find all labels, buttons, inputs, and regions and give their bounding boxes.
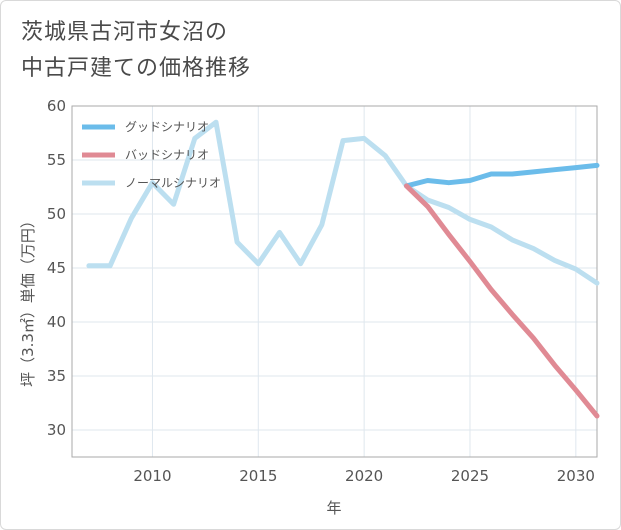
x-tick-label: 2030 [557,467,595,485]
y-tick-label: 45 [47,259,66,277]
x-axis-ticks: 2010 2015 2020 2025 2030 [133,467,595,485]
legend-label[interactable]: ノーマルシナリオ [125,176,221,190]
x-tick-label: 2025 [451,467,489,485]
series-line [404,162,600,189]
y-axis-title: 坪（3.3㎡）単価（万円） [19,213,37,387]
y-axis-ticks: 30 35 40 45 50 55 60 [47,97,66,439]
series-line [86,119,600,286]
y-tick-label: 30 [47,421,66,439]
y-tick-label: 35 [47,367,66,385]
x-axis-title: 年 [326,499,341,517]
chart-title-line-2: 中古戸建ての価格推移 [21,56,252,81]
y-tick-label: 50 [47,205,66,223]
series-line [404,183,600,419]
chart-title: 茨城県古河市女沼の 中古戸建ての価格推移 [21,15,251,87]
legend-label[interactable]: グッドシナリオ [125,120,209,134]
x-tick-label: 2015 [239,467,277,485]
y-tick-label: 40 [47,313,66,331]
legend-label[interactable]: バッドシナリオ [125,148,209,162]
y-tick-label: 60 [47,97,66,115]
series-lines [86,119,600,419]
chart-title-line-1: 茨城県古河市女沼の [21,20,229,45]
x-tick-label: 2010 [133,467,171,485]
y-tick-label: 55 [47,151,66,169]
x-tick-label: 2020 [345,467,383,485]
